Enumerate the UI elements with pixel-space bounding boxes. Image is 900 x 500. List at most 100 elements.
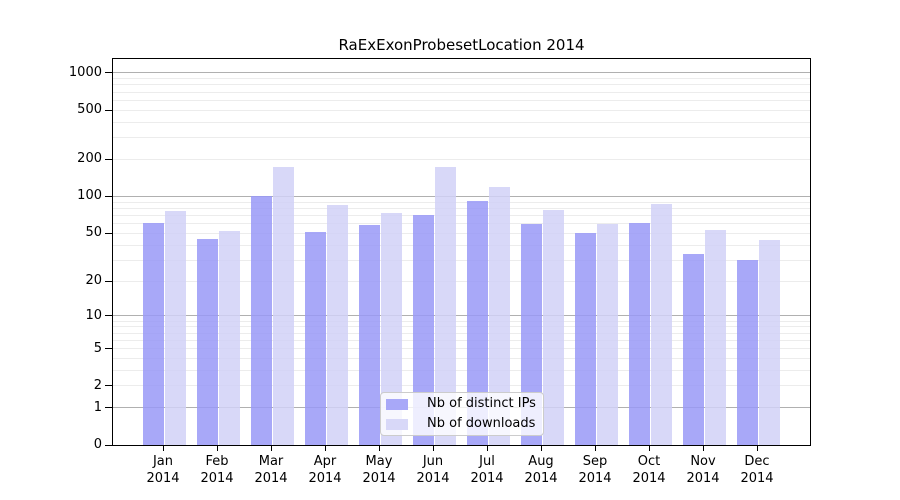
chart-title: RaExExonProbesetLocation 2014 (338, 36, 585, 54)
x-tick-label-nov-2014: Nov 2014 (676, 453, 730, 487)
x-tick-jan-2014 (162, 446, 164, 451)
bar-nb-of-distinct-ips-sep-2014 (575, 233, 596, 445)
bar-nb-of-downloads-jun-2014 (435, 166, 456, 445)
y-tick-2 (105, 385, 112, 387)
bar-nb-of-downloads-jan-2014 (165, 211, 186, 445)
gridline-minor-9 (113, 320, 810, 322)
y-tick-100 (105, 195, 112, 197)
bar-nb-of-downloads-may-2014 (381, 213, 402, 445)
gridline-major-100 (113, 195, 810, 197)
x-tick-label-line: Jul (479, 454, 495, 469)
y-tick-label-200: 200 (77, 151, 102, 167)
gridline-minor-4 (113, 357, 810, 359)
y-tick-label-5: 5 (93, 340, 102, 356)
x-tick-label-line: 2014 (200, 471, 234, 486)
gridline-minor-600 (113, 99, 810, 101)
bar-nb-of-distinct-ips-jun-2014 (413, 214, 434, 445)
x-tick-label-sep-2014: Sep 2014 (568, 453, 622, 487)
gridline-minor-300 (113, 137, 810, 139)
bar-nb-of-downloads-oct-2014 (651, 203, 672, 445)
x-tick-aug-2014 (540, 446, 542, 451)
bar-nb-of-downloads-mar-2014 (273, 166, 294, 445)
plot-area (112, 58, 811, 446)
gridline-minor-6 (113, 339, 810, 341)
y-tick-label-100: 100 (77, 188, 102, 204)
y-tick-label-1: 1 (93, 399, 102, 415)
bar-nb-of-downloads-aug-2014 (543, 209, 564, 445)
gridline-minor-80 (113, 207, 810, 209)
y-tick-20 (105, 280, 112, 282)
x-tick-label-may-2014: May 2014 (352, 453, 406, 487)
x-tick-jul-2014 (486, 446, 488, 451)
y-tick-label-50: 50 (85, 225, 102, 241)
x-tick-label-jul-2014: Jul 2014 (460, 453, 514, 487)
bar-nb-of-distinct-ips-may-2014 (359, 224, 380, 445)
x-tick-dec-2014 (756, 446, 758, 451)
y-tick-0 (105, 444, 112, 446)
x-tick-label-line: Nov (690, 454, 716, 469)
x-tick-nov-2014 (702, 446, 704, 451)
gridline-minor-5 (113, 348, 810, 349)
bar-nb-of-distinct-ips-aug-2014 (521, 223, 542, 445)
gridline-minor-40 (113, 244, 810, 246)
bar-nb-of-downloads-feb-2014 (219, 231, 240, 445)
x-tick-label-line: 2014 (146, 471, 180, 486)
bar-nb-of-distinct-ips-oct-2014 (629, 222, 650, 445)
x-tick-label-apr-2014: Apr 2014 (298, 453, 352, 487)
bar-nb-of-distinct-ips-nov-2014 (683, 253, 704, 445)
x-tick-label-line: Feb (205, 454, 229, 469)
gridline-minor-900 (113, 78, 810, 80)
gridline-minor-800 (113, 84, 810, 86)
bar-nb-of-downloads-dec-2014 (759, 240, 780, 445)
gridline-minor-8 (113, 326, 810, 328)
x-tick-label-line: 2014 (632, 471, 666, 486)
x-tick-label-line: Jan (152, 454, 174, 469)
x-tick-label-jun-2014: Jun 2014 (406, 453, 460, 487)
x-tick-label-jan-2014: Jan 2014 (136, 453, 190, 487)
x-tick-label-line: May (365, 454, 393, 469)
legend-swatch-distinct-ips (386, 398, 408, 410)
bar-nb-of-distinct-ips-jul-2014 (467, 201, 488, 445)
x-tick-label-feb-2014: Feb 2014 (190, 453, 244, 487)
x-tick-label-line: Mar (258, 454, 284, 469)
legend-item-downloads: Nb of downloads (386, 415, 543, 433)
y-tick-500 (105, 109, 112, 111)
bar-nb-of-distinct-ips-jan-2014 (143, 222, 164, 445)
gridline-minor-200 (113, 158, 810, 160)
bar-nb-of-distinct-ips-feb-2014 (197, 238, 218, 445)
gridline-minor-700 (113, 91, 810, 93)
x-tick-label-oct-2014: Oct 2014 (622, 453, 676, 487)
y-tick-label-2: 2 (93, 377, 102, 393)
x-tick-label-mar-2014: Mar 2014 (244, 453, 298, 487)
bar-nb-of-downloads-sep-2014 (597, 223, 618, 445)
y-tick-label-1000: 1000 (68, 64, 102, 80)
bar-nb-of-distinct-ips-dec-2014 (737, 260, 758, 445)
x-tick-label-line: 2014 (362, 471, 396, 486)
x-tick-label-line: 2014 (578, 471, 612, 486)
x-tick-label-line: Aug (528, 454, 554, 469)
gridline-minor-7 (113, 332, 810, 334)
bar-nb-of-downloads-apr-2014 (327, 205, 348, 445)
x-tick-sep-2014 (594, 446, 596, 451)
x-tick-label-line: Apr (313, 454, 337, 469)
legend-label-downloads: Nb of downloads (427, 416, 536, 431)
gridline-minor-50 (113, 232, 810, 234)
x-tick-label-dec-2014: Dec 2014 (730, 453, 784, 487)
gridline-minor-2 (113, 385, 810, 387)
gridline-minor-60 (113, 223, 810, 225)
gridline-minor-500 (113, 109, 810, 111)
y-tick-1000 (105, 72, 112, 74)
gridline-minor-3 (113, 369, 810, 371)
x-tick-jun-2014 (432, 446, 434, 451)
legend-label-distinct-ips: Nb of distinct IPs (427, 396, 536, 411)
x-tick-apr-2014 (324, 446, 326, 451)
y-tick-label-10: 10 (85, 307, 102, 323)
y-tick-label-20: 20 (85, 273, 102, 289)
gridline-major-10 (113, 315, 810, 317)
gridline-major-1000 (113, 72, 810, 74)
x-tick-feb-2014 (216, 446, 218, 451)
x-tick-label-line: Jun (422, 454, 444, 469)
y-tick-label-0: 0 (93, 437, 102, 452)
x-tick-mar-2014 (270, 446, 272, 451)
